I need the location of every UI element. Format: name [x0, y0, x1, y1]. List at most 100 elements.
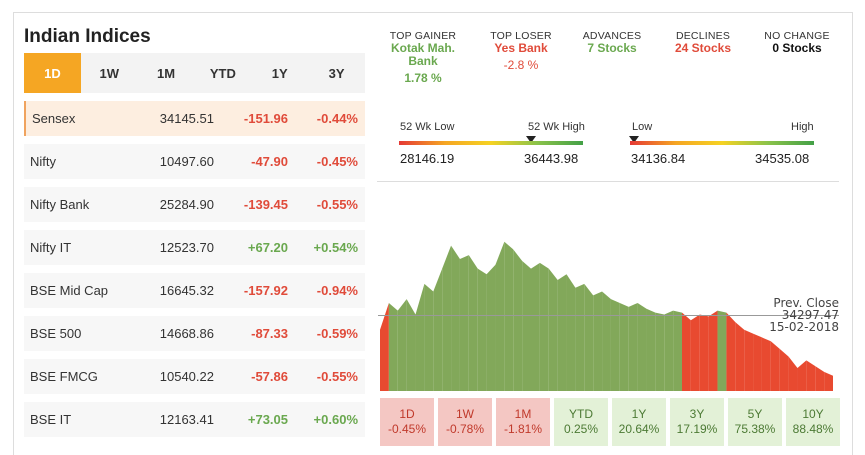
- chart-area-segment: [477, 268, 487, 391]
- index-change: -87.33: [251, 326, 288, 341]
- chart-area-segment: [744, 329, 754, 391]
- period-tabs: 1D 1W 1M YTD 1Y 3Y: [24, 53, 365, 93]
- period-1d[interactable]: 1D -0.45%: [380, 398, 434, 446]
- prev-close-date: 15-02-2018: [769, 320, 839, 334]
- index-pct: -0.94%: [316, 283, 358, 298]
- index-name: BSE FMCG: [30, 369, 98, 384]
- index-change: +73.05: [247, 412, 288, 427]
- chart-area-segment: [424, 283, 434, 391]
- chart-area-segment: [779, 348, 789, 391]
- top-loser-name: Yes Bank: [494, 41, 548, 55]
- top-loser-pct: -2.8 %: [503, 58, 539, 72]
- chart-area-segment: [380, 303, 389, 391]
- advances-label: ADVANCES: [582, 30, 642, 42]
- period-1m[interactable]: 1M -1.81%: [496, 398, 550, 446]
- chart-area-segment: [584, 283, 594, 391]
- index-value: 25284.90: [159, 197, 214, 212]
- index-name: BSE IT: [30, 412, 72, 427]
- period-pct: 0.25%: [563, 422, 599, 436]
- index-row[interactable]: BSE 500 14668.86 -87.33 -0.59%: [24, 316, 365, 351]
- chart-area-segment: [433, 268, 443, 391]
- index-row[interactable]: BSE FMCG 10540.22 -57.86 -0.55%: [24, 359, 365, 394]
- top-gainer-label: TOP GAINER: [389, 30, 457, 42]
- index-row[interactable]: Sensex 34145.51 -151.96 -0.44%: [24, 101, 365, 136]
- index-change: -151.96: [243, 111, 288, 126]
- period-5y[interactable]: 5Y 75.38%: [728, 398, 782, 446]
- chart-area-segment: [699, 314, 709, 391]
- period-3y[interactable]: 3Y 17.19%: [670, 398, 724, 446]
- chart-area-segment: [575, 283, 585, 391]
- index-row[interactable]: BSE IT 12163.41 +73.05 +0.60%: [24, 402, 365, 437]
- tab-3y[interactable]: 3Y: [328, 65, 345, 81]
- intraday-chart[interactable]: [378, 215, 839, 391]
- no-change-value: 0 Stocks: [772, 41, 822, 55]
- advances: ADVANCES 7 Stocks: [569, 30, 655, 55]
- index-row[interactable]: BSE Mid Cap 16645.32 -157.92 -0.94%: [24, 273, 365, 308]
- day-low-label: Low: [632, 121, 653, 133]
- chart-area-segment: [566, 274, 576, 391]
- chart-area-segment: [717, 310, 727, 391]
- index-change: -57.86: [251, 369, 288, 384]
- tab-1d[interactable]: 1D: [24, 53, 81, 93]
- declines-label: DECLINES: [675, 30, 731, 42]
- chart-area-segment: [522, 260, 531, 391]
- top-gainer-name-1: Kotak Mah.: [390, 41, 455, 55]
- tab-1w[interactable]: 1W: [99, 65, 119, 81]
- no-change-label: NO CHANGE: [764, 30, 830, 42]
- period-10y[interactable]: 10Y 88.48%: [786, 398, 840, 446]
- chart-area-segment: [442, 245, 452, 391]
- wk52-high-value: 36443.98: [524, 151, 579, 166]
- wk52-marker-icon: [526, 136, 536, 143]
- index-change: +67.20: [247, 240, 288, 255]
- chart-area-segment: [797, 360, 807, 391]
- period-1w[interactable]: 1W -0.78%: [438, 398, 492, 446]
- indices-list: Sensex 34145.51 -151.96 -0.44% Nifty 10497.60…: [24, 101, 365, 445]
- index-change: -47.90: [251, 154, 288, 169]
- top-gainer-name-2: Bank: [408, 54, 438, 68]
- chart-area-segment: [735, 322, 745, 391]
- top-gainer[interactable]: TOP GAINER Kotak Mah. Bank 1.78 %: [380, 30, 466, 85]
- chart-area-segment: [664, 310, 674, 391]
- index-value: 14668.86: [159, 326, 214, 341]
- wk52-range-bar: [399, 141, 583, 145]
- tab-1m[interactable]: 1M: [157, 65, 176, 81]
- index-pct: +0.60%: [313, 412, 358, 427]
- index-value: 34145.51: [159, 111, 214, 126]
- prev-close-label: Prev. Close: [773, 296, 839, 310]
- chart-area-segment: [770, 341, 780, 391]
- period-label: 1W: [456, 407, 474, 421]
- index-value: 16645.32: [159, 283, 214, 298]
- divider: [377, 181, 839, 182]
- chart-area-segment: [602, 291, 611, 391]
- period-label: YTD: [569, 407, 593, 421]
- period-pct: -1.81%: [503, 422, 543, 436]
- index-pct: +0.54%: [313, 240, 358, 255]
- page-title: Indian Indices: [24, 26, 151, 47]
- wk52-high-label: 52 Wk High: [528, 121, 585, 133]
- chart-area-segment: [673, 310, 682, 391]
- day-high-label: High: [791, 121, 814, 133]
- index-row[interactable]: Nifty IT 12523.70 +67.20 +0.54%: [24, 230, 365, 265]
- chart-area-segment: [557, 274, 567, 391]
- chart-area-segment: [788, 356, 798, 391]
- period-pct: 88.48%: [792, 422, 834, 436]
- chart-area-segment: [406, 299, 416, 391]
- index-row[interactable]: Nifty Bank 25284.90 -139.45 -0.55%: [24, 187, 365, 222]
- top-gainer-pct: 1.78 %: [404, 71, 442, 85]
- chart-area-segment: [459, 255, 469, 391]
- index-row[interactable]: Nifty 10497.60 -47.90 -0.45%: [24, 144, 365, 179]
- period-ytd[interactable]: YTD 0.25%: [554, 398, 608, 446]
- period-1y[interactable]: 1Y 20.64%: [612, 398, 666, 446]
- day-marker-icon: [629, 136, 639, 143]
- chart-area-segment: [761, 337, 771, 391]
- tab-1y[interactable]: 1Y: [271, 65, 288, 81]
- tab-ytd[interactable]: YTD: [209, 65, 236, 81]
- chart-area-segment: [708, 310, 718, 391]
- chart-area-segment: [753, 333, 762, 391]
- index-change: -139.45: [243, 197, 288, 212]
- top-loser-label: TOP LOSER: [490, 30, 552, 42]
- declines: DECLINES 24 Stocks: [660, 30, 746, 55]
- chart-area-segment: [531, 262, 540, 391]
- wk52-low-value: 28146.19: [400, 151, 455, 166]
- top-loser[interactable]: TOP LOSER Yes Bank -2.8 %: [478, 30, 564, 72]
